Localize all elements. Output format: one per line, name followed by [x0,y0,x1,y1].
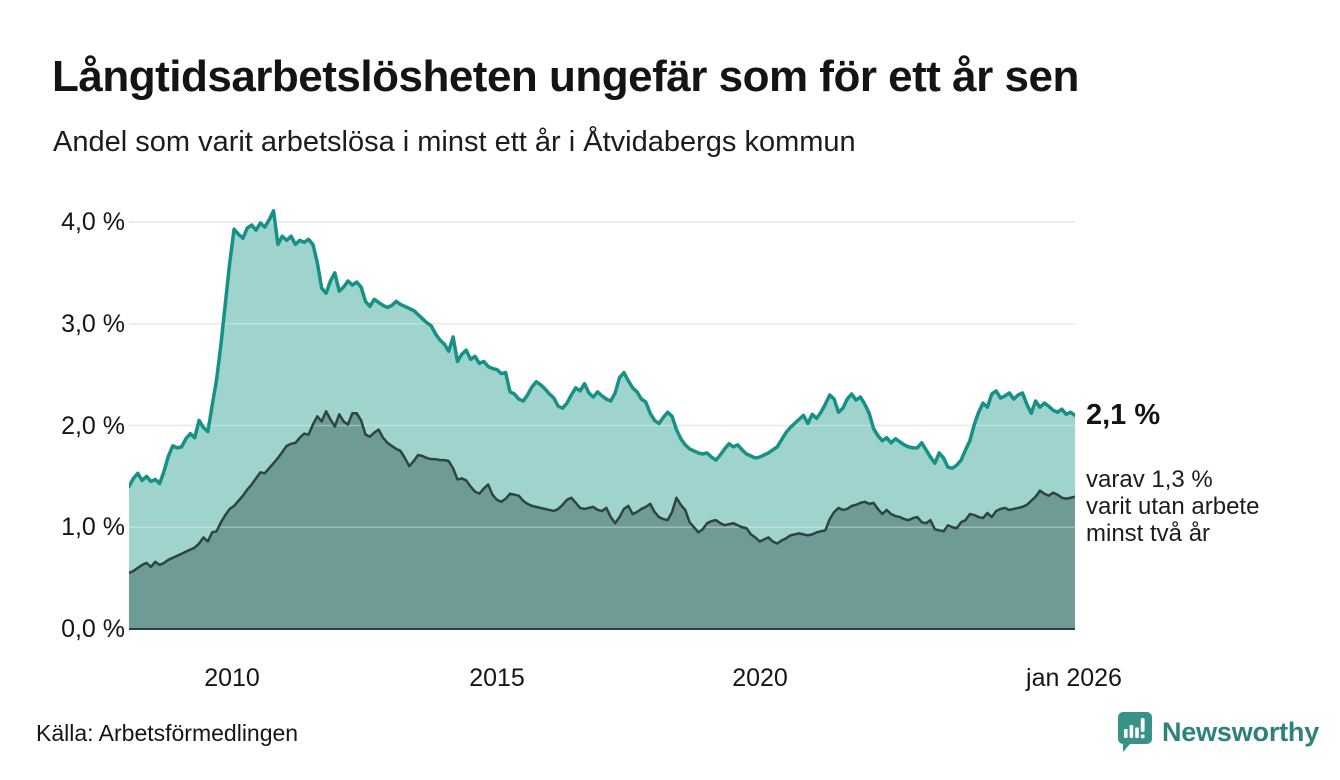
newsworthy-wordmark: Newsworthy [1162,716,1320,747]
y-tick-1: 1,0 % [61,513,125,542]
y-tick-0: 0,0 % [61,615,125,643]
breakdown-annotation: varav 1,3 % varit utan arbete minst två … [1086,466,1259,547]
source-credit: Källa: Arbetsförmedlingen [36,720,299,746]
x-tick-2015: 2015 [469,664,525,692]
x-tick-jan2026: jan 2026 [1026,664,1122,692]
area-fill-unemployed-2yr [129,411,1075,629]
y-tick-4: 4,0 % [61,208,125,236]
breakdown-line-2: varit utan arbete [1086,493,1260,520]
gridlines-over [129,221,1075,528]
breakdown-line-1: varav 1,3 % [1086,466,1213,493]
breakdown-line-3: minst två år [1086,520,1211,547]
newsworthy-logo: Newsworthy [1117,711,1319,753]
area-chart [129,209,1075,630]
x-tick-2020: 2020 [732,664,788,692]
x-tick-2010: 2010 [204,664,260,692]
series-line-unemployed-1yr [129,209,1075,489]
page-title: Långtidsarbetslösheten ungefär som för e… [52,52,1079,101]
series-line-unemployed-2yr [129,410,1075,575]
newsworthy-bar-chart-icon [1118,712,1152,752]
y-tick-2: 2,0 % [61,411,125,440]
latest-value-label: 2,1 % [1086,399,1161,432]
page-subtitle: Andel som varit arbetslösa i minst ett å… [53,126,856,158]
y-tick-3: 3,0 % [61,309,125,338]
